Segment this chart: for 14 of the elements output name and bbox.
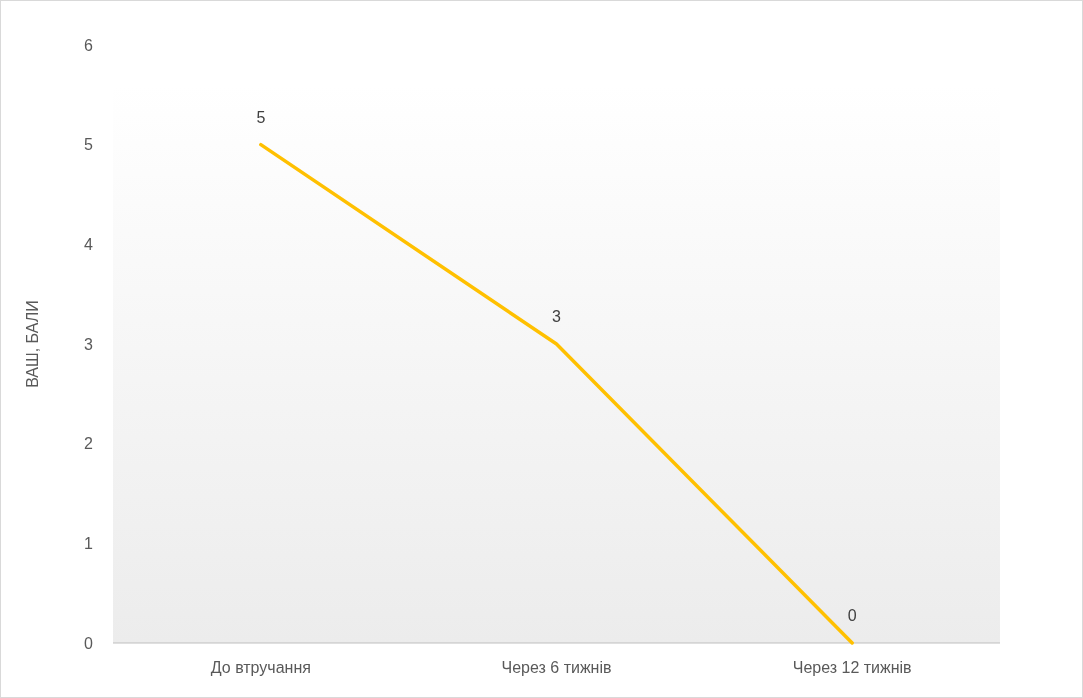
- y-tick-label: 5: [84, 136, 94, 154]
- y-tick-label: 1: [84, 534, 94, 552]
- x-tick-label: Через 6 тижнів: [501, 659, 612, 676]
- y-tick-label: 2: [84, 435, 94, 453]
- y-tick-label: 4: [84, 235, 94, 253]
- data-label: 3: [552, 308, 562, 325]
- y-axis-title: ВАШ, БАЛИ: [24, 300, 41, 388]
- data-label: 5: [256, 108, 266, 126]
- x-tick-label: Через 12 тижнів: [792, 659, 912, 676]
- y-tick-label: 6: [84, 36, 94, 54]
- y-tick-label: 3: [84, 335, 94, 353]
- x-tick-label: До втручання: [210, 659, 311, 676]
- data-label: 0: [847, 607, 857, 624]
- y-tick-label: 0: [84, 634, 94, 652]
